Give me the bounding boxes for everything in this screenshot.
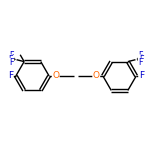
Text: F: F — [9, 58, 14, 67]
Text: F: F — [8, 71, 13, 81]
Text: F: F — [138, 51, 143, 60]
Text: O: O — [93, 71, 100, 81]
Text: F: F — [8, 55, 13, 64]
Text: F: F — [139, 55, 144, 64]
Text: O: O — [52, 71, 59, 81]
Text: F: F — [138, 58, 143, 67]
Text: F: F — [9, 51, 14, 60]
Text: F: F — [139, 71, 144, 81]
